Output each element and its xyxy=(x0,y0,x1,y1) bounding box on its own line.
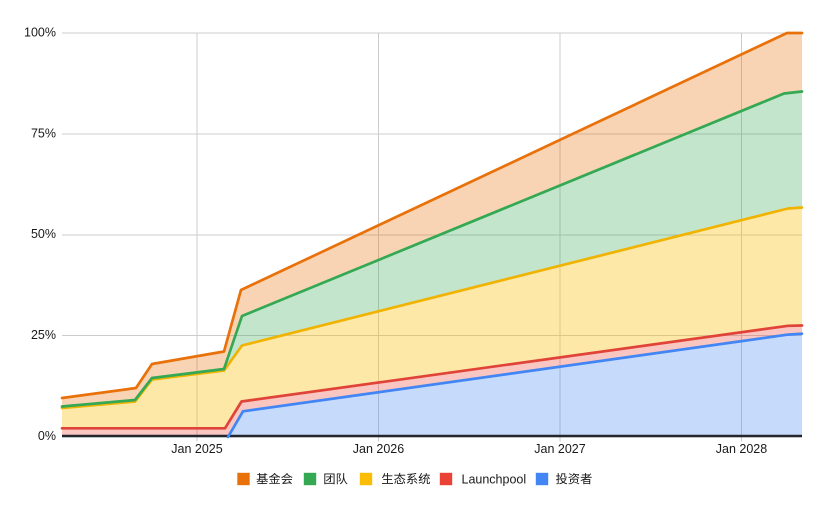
svg-text:Jan 2028: Jan 2028 xyxy=(716,442,767,456)
svg-text:100%: 100% xyxy=(24,25,56,39)
svg-text:50%: 50% xyxy=(31,227,56,241)
svg-text:Jan 2027: Jan 2027 xyxy=(534,442,585,456)
svg-text:Launchpool: Launchpool xyxy=(462,472,527,486)
svg-text:25%: 25% xyxy=(31,328,56,342)
svg-text:0%: 0% xyxy=(38,429,56,443)
svg-text:Jan 2025: Jan 2025 xyxy=(171,442,222,456)
svg-text:75%: 75% xyxy=(31,126,56,140)
svg-text:Jan 2026: Jan 2026 xyxy=(353,442,404,456)
